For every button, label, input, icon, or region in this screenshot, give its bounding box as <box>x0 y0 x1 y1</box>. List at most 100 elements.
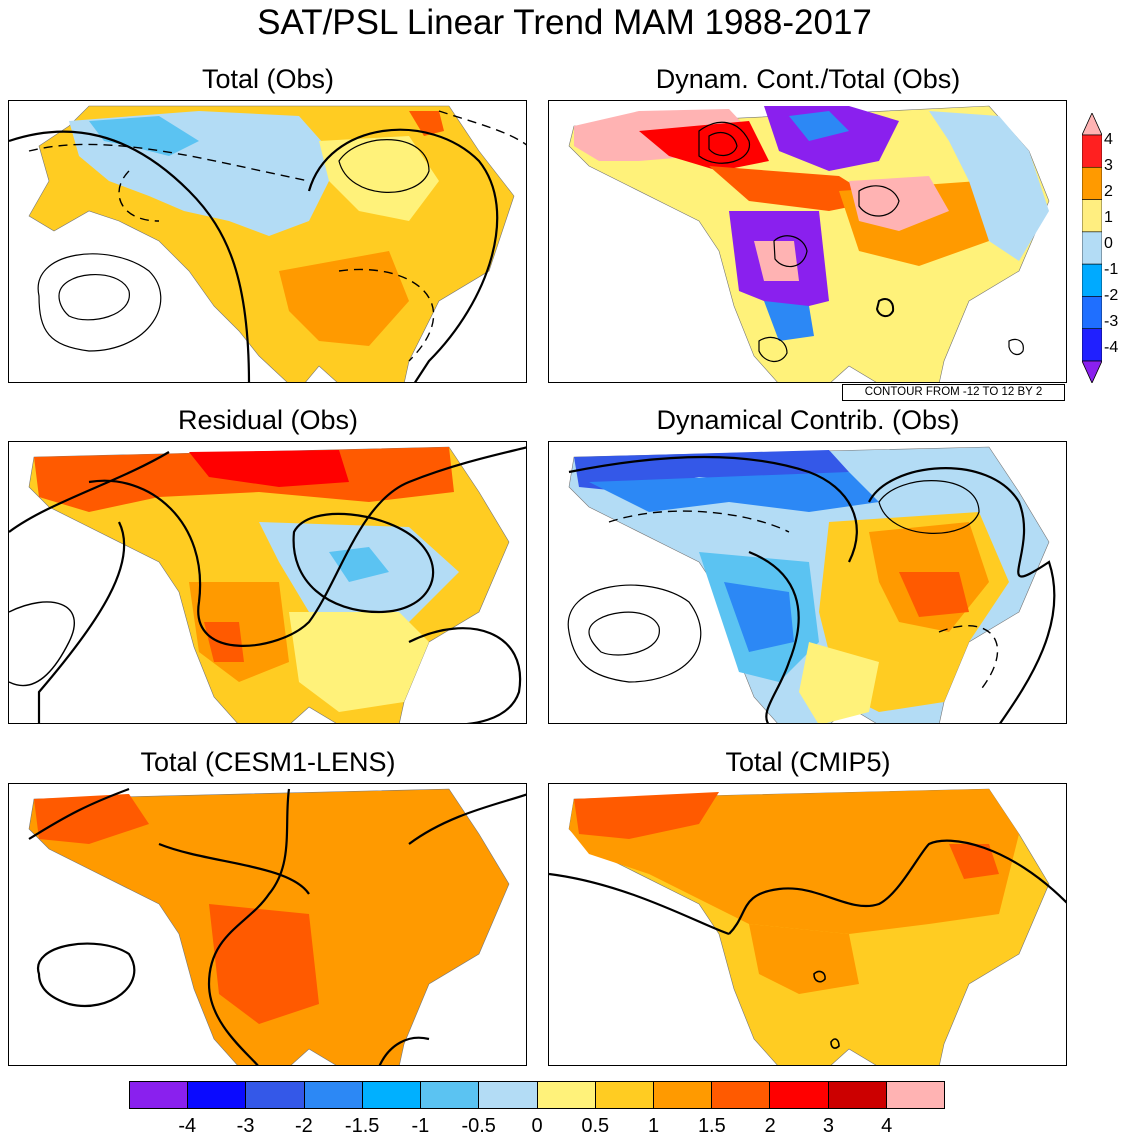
psl-contour <box>207 788 291 1065</box>
map-panel-total-obs <box>8 100 527 383</box>
psl-contour <box>292 512 435 614</box>
ratio-contour <box>758 336 788 362</box>
psl-contour <box>813 970 826 983</box>
map-dynamical-contrib-obs <box>567 446 1056 723</box>
cool-mid-north-area <box>589 472 879 512</box>
trend-colorbar-label: -1 <box>411 1115 430 1137</box>
ratio-contour <box>1008 338 1024 356</box>
trend-colorbar-cell <box>246 1082 305 1108</box>
trend-colorbar-cell <box>886 1082 945 1108</box>
trend-colorbar-label: 0 <box>531 1115 543 1137</box>
psl-contour <box>408 627 522 723</box>
psl-contour <box>878 480 980 534</box>
map-residual-obs <box>9 446 526 723</box>
hot-north-area <box>574 792 719 839</box>
trend-colorbar-cell <box>130 1082 189 1108</box>
trend-colorbar-label: -0.5 <box>461 1115 496 1137</box>
psl-contour <box>868 467 1056 723</box>
panel-title-dynamical-contrib-obs: Dynamical Contrib. (Obs) <box>656 405 960 435</box>
trend-colorbar-label: -3 <box>236 1115 255 1137</box>
ratio-colorbar-label: -4 <box>1104 339 1119 356</box>
psl-contour <box>88 446 526 647</box>
cool-core-area <box>329 547 389 582</box>
ratio-colorbar-label: 3 <box>1104 157 1113 174</box>
psl-contour <box>588 611 660 656</box>
ratio-contour <box>708 132 738 156</box>
ratio-colorbar-cell <box>1082 231 1102 265</box>
psl-contour <box>568 455 858 563</box>
ratio-colorbar-cell <box>1082 166 1102 200</box>
psl-contour <box>9 451 170 533</box>
panel-title-total-obs: Total (Obs) <box>201 64 335 94</box>
map-total-cesm1-lens <box>28 787 526 1065</box>
trend-colorbar-label: 1 <box>648 1115 660 1137</box>
map-panel-residual-obs <box>8 441 527 724</box>
trend-colorbar-label: 0.5 <box>581 1115 610 1137</box>
hot-interior-area <box>209 904 319 1024</box>
orange-area <box>709 166 879 211</box>
hot-spot-area <box>409 111 444 136</box>
warm-mid-central-area <box>749 924 859 994</box>
ratio-colorbar-label: 1 <box>1104 209 1113 226</box>
hot-west-area <box>204 622 244 662</box>
blue-area <box>764 301 814 341</box>
trend-colorbar-label: 1.5 <box>697 1115 726 1137</box>
red-area <box>639 121 769 171</box>
map-panel-total-cmip5 <box>548 783 1067 1066</box>
map-panel-dynamical-contrib-obs <box>548 441 1067 724</box>
figure-title: SAT/PSL Linear Trend MAM 1988-2017 <box>257 3 872 42</box>
panel-title-dynam-cont-total-obs: Dynam. Cont./Total (Obs) <box>655 64 961 94</box>
psl-contour <box>748 550 800 723</box>
contour-note: CONTOUR FROM -12 TO 12 BY 2 <box>842 384 1065 401</box>
ratio-contour <box>698 121 750 164</box>
ratio-colorbar-bottom-triangle <box>1082 360 1102 383</box>
ratio-colorbar-label: -3 <box>1104 313 1119 330</box>
psl-contour <box>28 787 130 840</box>
panel-title-total-cmip5: Total (CMIP5) <box>725 747 891 777</box>
trend-colorbar-cell <box>712 1082 771 1108</box>
ratio-colorbar-cell <box>1082 134 1102 168</box>
psl-contour-dashed <box>608 510 790 533</box>
trend-colorbar-cell <box>304 1082 363 1108</box>
very-hot-north-area <box>189 450 349 487</box>
map-dynam-cont-total-obs <box>568 105 1050 382</box>
trend-colorbar-cell <box>770 1082 829 1108</box>
psl-contour <box>9 130 251 382</box>
psl-contour-dashed <box>118 170 160 222</box>
ratio-colorbar-label: 0 <box>1104 235 1113 252</box>
psl-contour <box>158 842 310 895</box>
warm-hot-east-area <box>899 572 969 617</box>
trend-colorbar-label: -2 <box>294 1115 313 1137</box>
trend-colorbar-cell <box>595 1082 654 1108</box>
ratio-colorbar-cell <box>1082 328 1102 362</box>
ratio-contour <box>858 185 900 217</box>
warm-light-south-area <box>289 612 429 712</box>
ratio-colorbar-cell <box>1082 296 1102 330</box>
ratio-colorbar-cell <box>1082 199 1102 233</box>
psl-contour <box>728 839 1066 935</box>
ratio-colorbar-label: 2 <box>1104 183 1113 200</box>
warm-light-area <box>319 136 439 221</box>
trend-colorbar-cell <box>537 1082 596 1108</box>
psl-contour <box>37 253 162 352</box>
trend-colorbar-cell <box>479 1082 538 1108</box>
ratio-colorbar-top-triangle <box>1082 113 1102 136</box>
trend-colorbar-label: -1.5 <box>344 1115 380 1137</box>
ratio-colorbar-cell <box>1082 263 1102 297</box>
ratio-colorbar-label: -2 <box>1104 287 1119 304</box>
ratio-colorbar <box>1082 113 1102 383</box>
hot-north-area <box>34 794 149 844</box>
psl-contour <box>338 139 430 193</box>
ratio-colorbar-label: -1 <box>1104 261 1119 278</box>
warm-mid-area <box>279 251 409 346</box>
trend-colorbar-cell <box>653 1082 713 1108</box>
ratio-contour <box>773 235 808 268</box>
trend-colorbar-cell <box>828 1082 887 1108</box>
cool-west-core-area <box>724 582 794 652</box>
pink-east-area <box>849 176 949 231</box>
psl-contour-dashed <box>338 268 435 362</box>
psl-contour <box>37 942 136 1007</box>
psl-contour <box>307 128 499 382</box>
map-total-obs <box>9 105 526 382</box>
hot-northeast-area <box>949 844 999 879</box>
